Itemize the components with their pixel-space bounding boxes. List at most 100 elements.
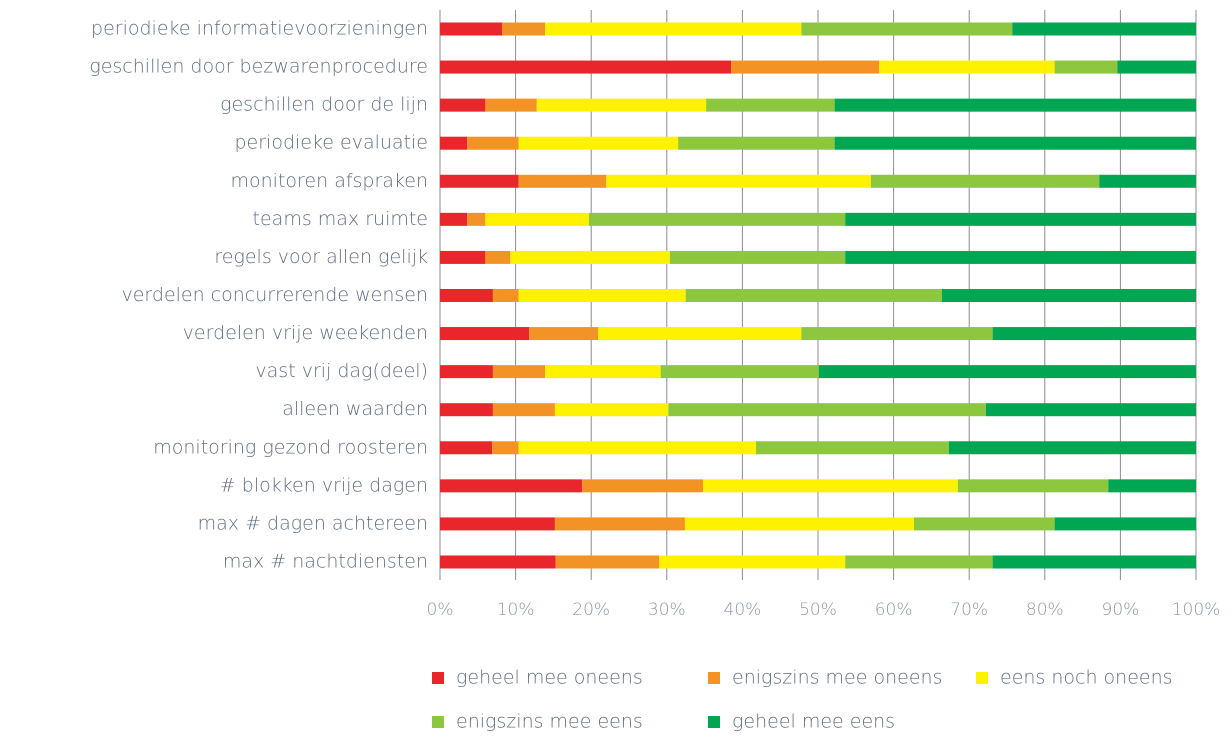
y-tick-label: periodieke informatievoorzieningen [91, 18, 428, 40]
bar-segment [1012, 22, 1196, 36]
bar-segment [518, 288, 686, 302]
bar-segment [440, 174, 519, 188]
bar-segment [678, 136, 835, 150]
bar-segment [992, 555, 1196, 569]
bar-segment [440, 288, 493, 302]
y-tick-label: geschillen door de lijn [220, 94, 428, 116]
legend-swatch [432, 672, 444, 684]
bar-segment [440, 212, 468, 226]
bar-segment [818, 365, 1196, 379]
legend-label: geheel mee oneens [456, 667, 643, 689]
bar-segment [485, 212, 589, 226]
y-tick-label: periodieke evaluatie [234, 132, 428, 154]
y-tick-label: alleen waarden [282, 398, 428, 420]
y-tick-label: regels voor allen gelijk [214, 246, 428, 268]
bar-segment [440, 365, 493, 379]
bar-segment [518, 136, 679, 150]
bar-segment [948, 441, 1196, 455]
bar-segment [492, 365, 546, 379]
bar-segment [801, 327, 993, 341]
bar-segment [756, 441, 949, 455]
bar-segment [554, 403, 669, 417]
bar-segment [510, 250, 670, 264]
bar-segment [1108, 479, 1196, 493]
bar-segment [440, 517, 555, 531]
legend-label: geheel mee eens [732, 711, 895, 733]
x-tick-label: 40% [724, 600, 762, 620]
x-tick-label: 50% [799, 600, 837, 620]
bar-segment [440, 555, 556, 569]
bar-segment [440, 136, 468, 150]
bar-segment [731, 60, 880, 74]
y-tick-label: # blokken vrije dagen [220, 474, 428, 496]
bar-segment [606, 174, 871, 188]
legend-swatch [432, 716, 444, 728]
bar-segment [440, 250, 486, 264]
bar-segment [914, 517, 1055, 531]
bar-segment [941, 288, 1196, 302]
bar-segment [492, 441, 519, 455]
y-tick-label: verdelen vrije weekenden [183, 322, 428, 344]
legend-swatch [708, 716, 720, 728]
bar-segment [598, 327, 802, 341]
y-tick-label: max # nachtdiensten [223, 550, 428, 572]
bar-segment [440, 60, 732, 74]
bar-segment [801, 22, 1013, 36]
x-tick-label: 80% [1026, 600, 1064, 620]
bar-segment [1054, 517, 1196, 531]
bar-segment [440, 98, 486, 112]
legend-label: eens noch oneens [1000, 667, 1173, 689]
bar-segment [545, 22, 802, 36]
bar-segment [492, 403, 555, 417]
x-tick-label: 60% [875, 600, 913, 620]
bar-segment [555, 555, 660, 569]
bar-segment [485, 98, 537, 112]
x-tick-label: 70% [950, 600, 988, 620]
bar-segment [518, 441, 757, 455]
bar-segment [501, 22, 546, 36]
y-tick-label: monitoren afspraken [231, 170, 429, 192]
y-tick-label: monitoring gezond roosteren [153, 436, 428, 458]
bar-segment [659, 555, 846, 569]
bar-segment [440, 441, 493, 455]
x-tick-label: 30% [648, 600, 686, 620]
bar-segment [588, 212, 846, 226]
bar-segment [518, 174, 607, 188]
bar-segment [669, 250, 846, 264]
bar-segment [870, 174, 1100, 188]
bar-segment [660, 365, 819, 379]
bar-segment [440, 403, 493, 417]
bar-segment [834, 98, 1196, 112]
bar-segment [703, 479, 958, 493]
bar-segment [1054, 60, 1118, 74]
bar-segment [545, 365, 661, 379]
bar-segment [440, 327, 530, 341]
bar-segment [845, 212, 1196, 226]
bar-segment [554, 517, 685, 531]
y-tick-label: teams max ruimte [253, 208, 428, 230]
y-tick-label: geschillen door bezwarenprocedure [89, 56, 428, 78]
bar-segment [467, 212, 486, 226]
bar-segment [845, 250, 1196, 264]
bar-segment [492, 288, 519, 302]
bar-segment [685, 288, 942, 302]
x-tick-label: 0% [427, 600, 454, 620]
legend-label: enigszins mee eens [456, 711, 643, 733]
bar-segment [668, 403, 986, 417]
legend-swatch [708, 672, 720, 684]
bar-segment [536, 98, 707, 112]
bar-segment [529, 327, 599, 341]
legend-swatch [976, 672, 988, 684]
bar-segment [467, 136, 519, 150]
bar-segment [1099, 174, 1196, 188]
bar-segment [440, 479, 583, 493]
x-tick-label: 100% [1172, 600, 1221, 620]
bar-segment [1117, 60, 1196, 74]
x-tick-label: 90% [1102, 600, 1140, 620]
bar-segment [684, 517, 915, 531]
bar-segment [957, 479, 1109, 493]
bar-segment [706, 98, 835, 112]
x-tick-label: 10% [497, 600, 535, 620]
bar-segment [440, 22, 502, 36]
